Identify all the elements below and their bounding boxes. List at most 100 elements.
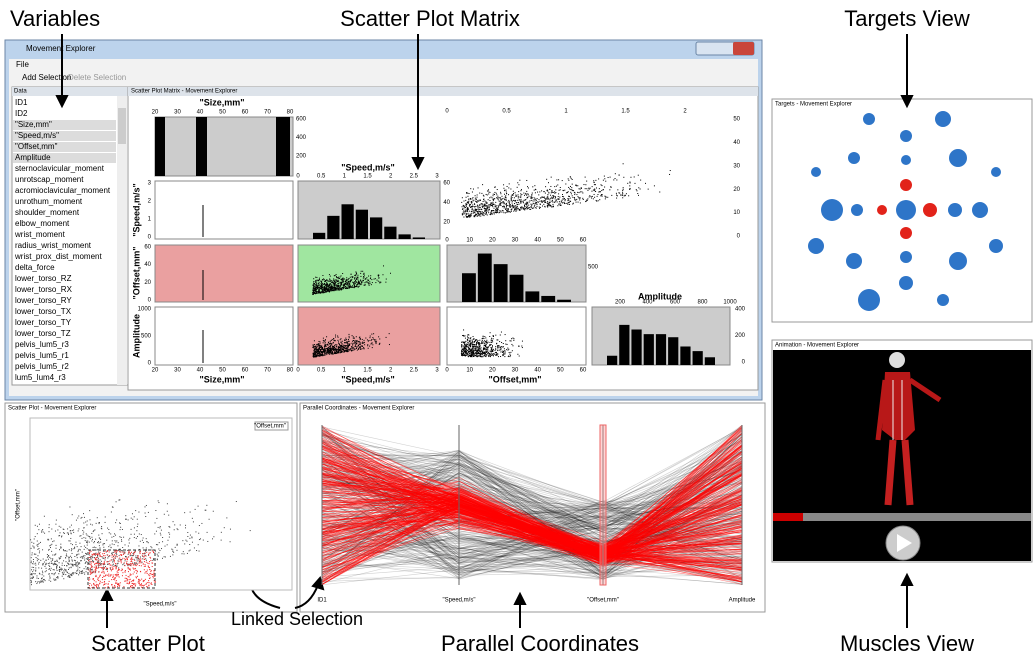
point <box>587 190 588 191</box>
point <box>506 192 507 193</box>
point <box>117 563 118 564</box>
list-item[interactable]: pelvis_lum5_r1 <box>15 351 69 360</box>
point <box>488 209 489 210</box>
point <box>475 215 476 216</box>
point <box>154 533 155 534</box>
point <box>126 561 127 562</box>
list-item[interactable]: ID1 <box>15 98 28 107</box>
close-button[interactable] <box>733 42 754 55</box>
list-item[interactable]: unrothum_moment <box>15 197 83 206</box>
point <box>338 283 339 284</box>
point <box>63 549 64 550</box>
histogram-bar <box>705 357 715 365</box>
point <box>35 565 36 566</box>
point <box>128 554 129 555</box>
list-item[interactable]: lower_torso_RY <box>15 296 72 305</box>
point <box>60 556 61 557</box>
point <box>129 576 130 577</box>
point <box>92 549 93 550</box>
list-item[interactable]: pelvis_lum5_r3 <box>15 340 69 349</box>
point <box>54 580 55 581</box>
list-item[interactable]: lower_torso_TZ <box>15 329 71 338</box>
list-item[interactable]: "Speed,m/s" <box>15 131 59 140</box>
point <box>503 198 504 199</box>
point <box>335 275 336 276</box>
point <box>338 343 339 344</box>
point <box>96 565 97 566</box>
point <box>530 206 531 207</box>
list-item[interactable]: radius_wrist_moment <box>15 241 92 250</box>
list-item[interactable]: unrotscap_moment <box>15 175 84 184</box>
point <box>321 287 322 288</box>
point <box>592 186 593 187</box>
list-item[interactable]: lower_torso_RX <box>15 285 73 294</box>
point <box>86 571 87 572</box>
progress-bar[interactable] <box>773 513 1031 521</box>
point <box>351 348 352 349</box>
list-item[interactable]: ID2 <box>15 109 28 118</box>
point <box>504 207 505 208</box>
tick-label: 1.5 <box>363 368 372 374</box>
list-item[interactable]: lower_torso_RZ <box>15 274 72 283</box>
point <box>365 278 366 279</box>
point <box>35 554 36 555</box>
tick-label: 500 <box>141 334 152 340</box>
point <box>547 206 548 207</box>
point <box>112 561 113 562</box>
point <box>544 197 545 198</box>
point <box>463 346 464 347</box>
point <box>593 180 594 181</box>
list-item[interactable]: pelvis_lum5_r2 <box>15 362 69 371</box>
point <box>357 346 358 347</box>
point <box>315 353 316 354</box>
point <box>531 198 532 199</box>
point <box>313 278 314 279</box>
point <box>52 555 53 556</box>
point <box>368 282 369 283</box>
point <box>324 351 325 352</box>
list-item[interactable]: Amplitude <box>15 153 51 162</box>
point <box>547 191 548 192</box>
point <box>149 561 150 562</box>
tick-label: 50 <box>557 238 564 244</box>
list-item[interactable]: "Size,mm" <box>15 120 52 129</box>
list-item[interactable]: lower_torso_TX <box>15 307 72 316</box>
list-item[interactable]: "Offset,mm" <box>15 142 58 151</box>
list-item[interactable]: acromioclavicular_moment <box>15 186 111 195</box>
menu-item[interactable]: File <box>16 60 29 69</box>
point <box>348 349 349 350</box>
point <box>59 557 60 558</box>
point <box>34 538 35 539</box>
toolbar-button[interactable]: Add Selection <box>22 73 71 82</box>
list-item[interactable]: shoulder_moment <box>15 208 80 217</box>
list-item[interactable]: lower_torso_TY <box>15 318 72 327</box>
point <box>471 201 472 202</box>
point <box>546 179 547 180</box>
point <box>143 537 144 538</box>
point <box>124 553 125 554</box>
point <box>506 203 507 204</box>
point <box>51 538 52 539</box>
toolbar-button[interactable]: Delete Selection <box>68 73 126 82</box>
list-item[interactable]: delta_force <box>15 263 55 272</box>
point <box>483 338 484 339</box>
point <box>128 583 129 584</box>
tick-label: 30 <box>512 238 519 244</box>
point <box>147 573 148 574</box>
point <box>184 543 185 544</box>
list-item[interactable]: wrist_prox_dist_moment <box>14 252 102 261</box>
point <box>482 206 483 207</box>
list-item[interactable]: sternoclavicular_moment <box>15 164 105 173</box>
scroll-thumb[interactable] <box>118 108 126 144</box>
list-item[interactable]: lum5_lum4_r3 <box>15 373 66 382</box>
point <box>575 200 576 201</box>
point <box>119 558 120 559</box>
point <box>497 196 498 197</box>
list-item[interactable]: wrist_moment <box>14 230 66 239</box>
point <box>147 570 148 571</box>
point <box>68 569 69 570</box>
point <box>495 346 496 347</box>
list-item[interactable]: elbow_moment <box>15 219 70 228</box>
point <box>522 207 523 208</box>
point <box>551 206 552 207</box>
